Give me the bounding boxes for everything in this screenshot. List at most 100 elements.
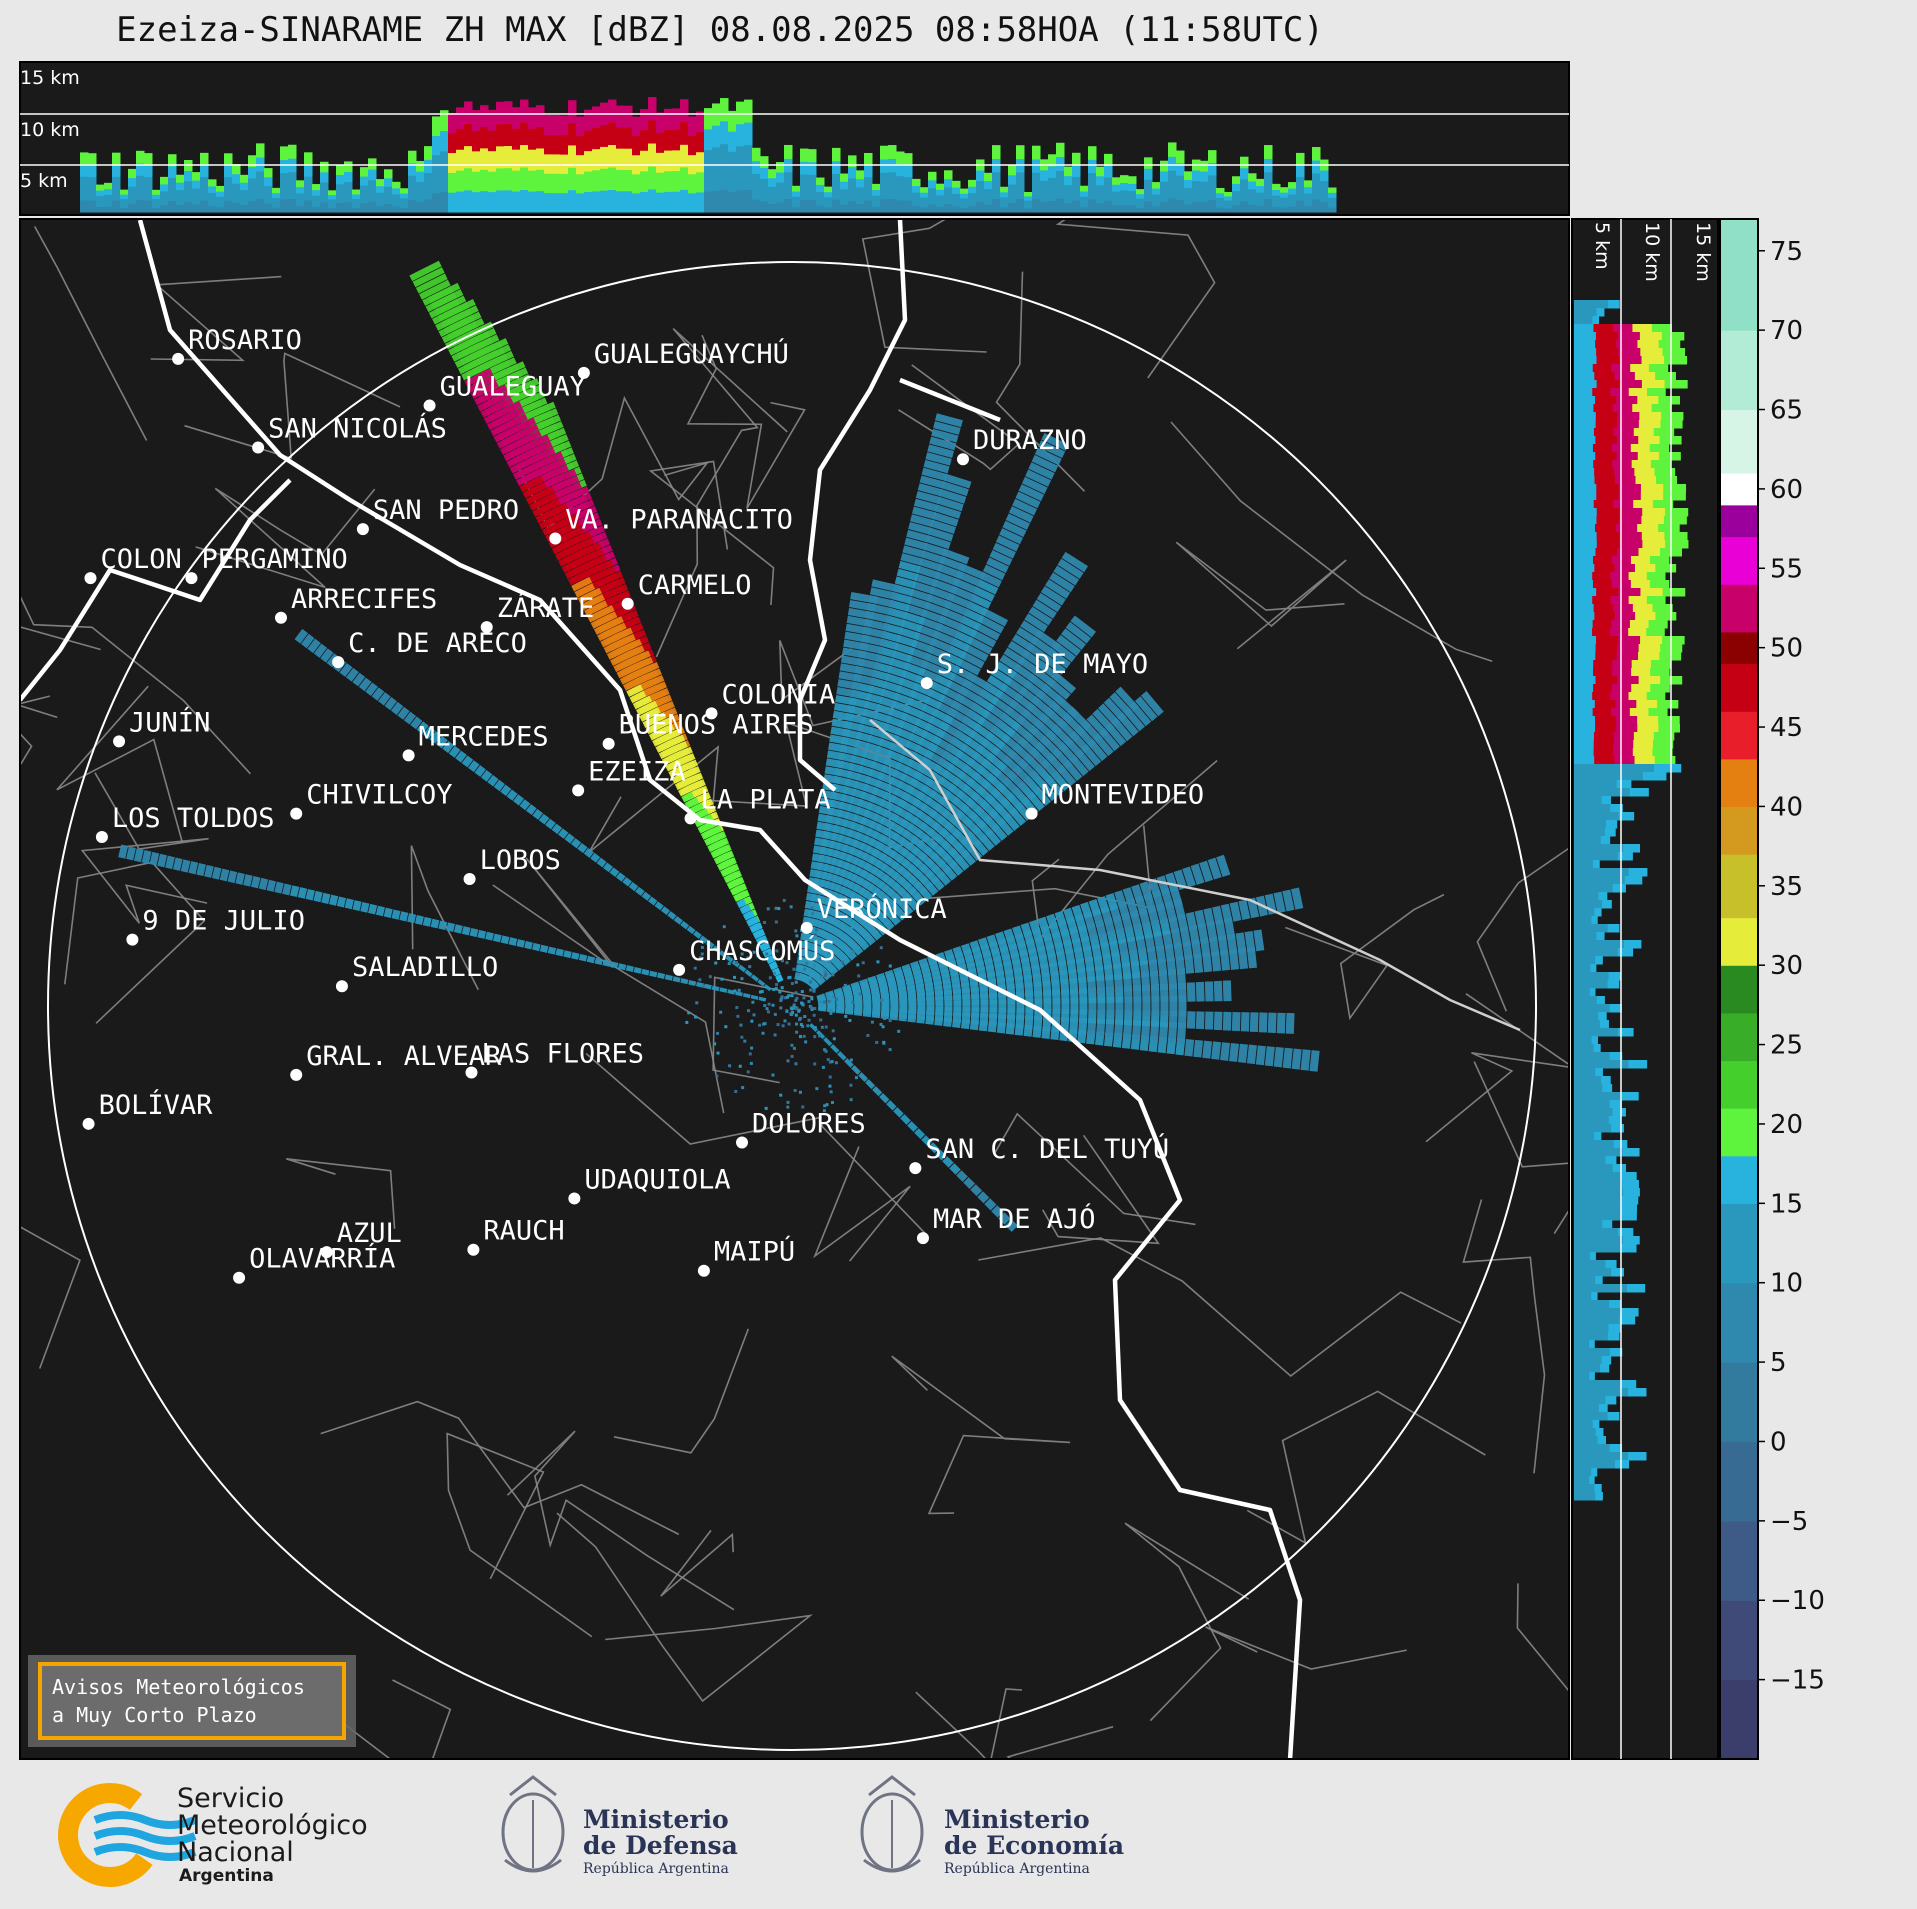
cross-section-cell	[1585, 1444, 1599, 1453]
notice-box[interactable]: Avisos Meteorológicos a Muy Corto Plazo	[28, 1655, 356, 1747]
cross-section-cell	[1574, 1020, 1584, 1029]
cross-section-cell	[1574, 1196, 1591, 1205]
cross-section-cell	[1224, 191, 1233, 197]
cross-section-cell	[1120, 197, 1129, 206]
cross-section-cell	[1591, 916, 1598, 925]
cross-section-cell	[1581, 1276, 1589, 1285]
map-background	[20, 219, 1569, 1759]
clutter-pixel	[802, 1034, 806, 1038]
cross-section-cell	[1040, 201, 1049, 213]
cross-section-cell	[1594, 468, 1615, 477]
cross-section-cell	[1602, 900, 1612, 909]
cross-section-cell	[1596, 508, 1620, 517]
cross-section-cell	[1658, 396, 1681, 405]
clutter-pixel	[821, 1065, 825, 1069]
cross-section-cell	[864, 200, 873, 213]
clutter-pixel	[720, 977, 724, 981]
clutter-pixel	[834, 1061, 838, 1065]
cross-section-cell	[472, 191, 481, 213]
district-boundary	[33, 226, 148, 441]
cross-section-cell	[816, 184, 825, 192]
echo-cell	[862, 750, 879, 762]
cross-section-cell	[144, 153, 153, 166]
cross-section-cell	[1040, 190, 1049, 202]
echo-cell	[916, 624, 941, 639]
cross-section-cell	[1585, 916, 1592, 925]
colorbar-tick-label: 70	[1770, 316, 1803, 346]
district-boundary	[320, 1400, 680, 1536]
echo-cell	[945, 679, 970, 697]
echo-cell	[837, 679, 861, 690]
cross-section-cell	[1616, 524, 1638, 533]
clutter-pixel	[783, 1019, 787, 1023]
clutter-pixel	[823, 1104, 827, 1108]
cross-section-cell	[1652, 748, 1673, 757]
cross-section-cell	[240, 189, 249, 198]
clutter-pixel	[883, 1016, 887, 1020]
clutter-pixel	[794, 1022, 798, 1026]
cross-section-cell	[1637, 716, 1659, 725]
cross-section-cell	[616, 105, 625, 128]
cross-section-cell	[1208, 162, 1217, 176]
cross-section-cell	[1184, 195, 1193, 205]
echo-cell	[1213, 980, 1223, 1002]
cross-section-cell	[392, 205, 401, 213]
city-label: SAN NICOLÁS	[268, 413, 447, 445]
cross-section-cell	[904, 176, 913, 189]
cross-section-cell	[1591, 1020, 1601, 1029]
coat-of-arms-icon	[860, 1775, 924, 1873]
cross-section-cell	[816, 205, 825, 213]
ministerio-defensa-logo: Ministerio de Defensa República Argentin…	[501, 1775, 738, 1877]
cross-section-cell	[608, 167, 617, 191]
cross-section-cell	[1605, 1244, 1622, 1253]
cross-section-cell	[1588, 1068, 1596, 1077]
cross-section-cell	[1581, 308, 1590, 317]
cross-section-cell	[1574, 780, 1589, 789]
cross-section-cell	[912, 198, 921, 206]
cross-section-cell	[904, 164, 913, 178]
cross-section-cell	[616, 126, 625, 149]
cross-section-cell	[1208, 187, 1217, 201]
city-marker-icon	[621, 597, 634, 610]
cross-section-cell	[1603, 812, 1620, 821]
cross-section-cell	[1589, 1172, 1606, 1181]
echo-cell	[908, 647, 932, 662]
cross-section-cell	[488, 150, 497, 172]
cross-section-cell	[1617, 852, 1633, 861]
cross-section-cell	[408, 199, 417, 213]
echo-cell	[1036, 592, 1062, 613]
echo-cell	[529, 494, 553, 511]
cross-section-cell	[1056, 198, 1065, 213]
cross-section-cell	[1080, 185, 1089, 192]
cross-section-cell	[1574, 1116, 1587, 1125]
cross-section-cell	[1652, 500, 1674, 509]
cross-section-cell	[544, 115, 553, 135]
cross-section-cell	[1601, 1460, 1616, 1469]
cross-section-cell	[424, 172, 433, 187]
cross-section-cell	[1585, 1292, 1592, 1301]
cross-section-cell	[1574, 1492, 1582, 1501]
echo-cell	[960, 615, 981, 631]
cross-section-cell	[1587, 1484, 1595, 1493]
cross-section-cell	[192, 188, 201, 197]
cross-section-cell	[152, 203, 161, 209]
cross-section-cell	[888, 198, 897, 213]
cross-section-cell	[1597, 1436, 1606, 1445]
echo-cell	[1222, 980, 1232, 1002]
district-boundary	[813, 1146, 911, 1262]
echo-cell	[909, 588, 933, 603]
district-boundary	[410, 845, 480, 991]
cross-section-cell	[248, 155, 257, 168]
cross-section-cell	[1664, 356, 1688, 365]
echo-cell	[1197, 923, 1209, 945]
cross-section-cell	[872, 195, 881, 202]
cross-section-cell	[216, 201, 225, 208]
cross-section-cell	[1574, 1380, 1590, 1389]
cross-section-cell	[112, 164, 121, 177]
top-height-label-5: 5 km	[20, 170, 68, 192]
cross-section-cell	[768, 177, 777, 187]
cross-section-cell	[720, 120, 729, 145]
clutter-pixel	[802, 996, 806, 1000]
clutter-pixel	[716, 1051, 720, 1055]
echo-cell	[821, 789, 838, 800]
